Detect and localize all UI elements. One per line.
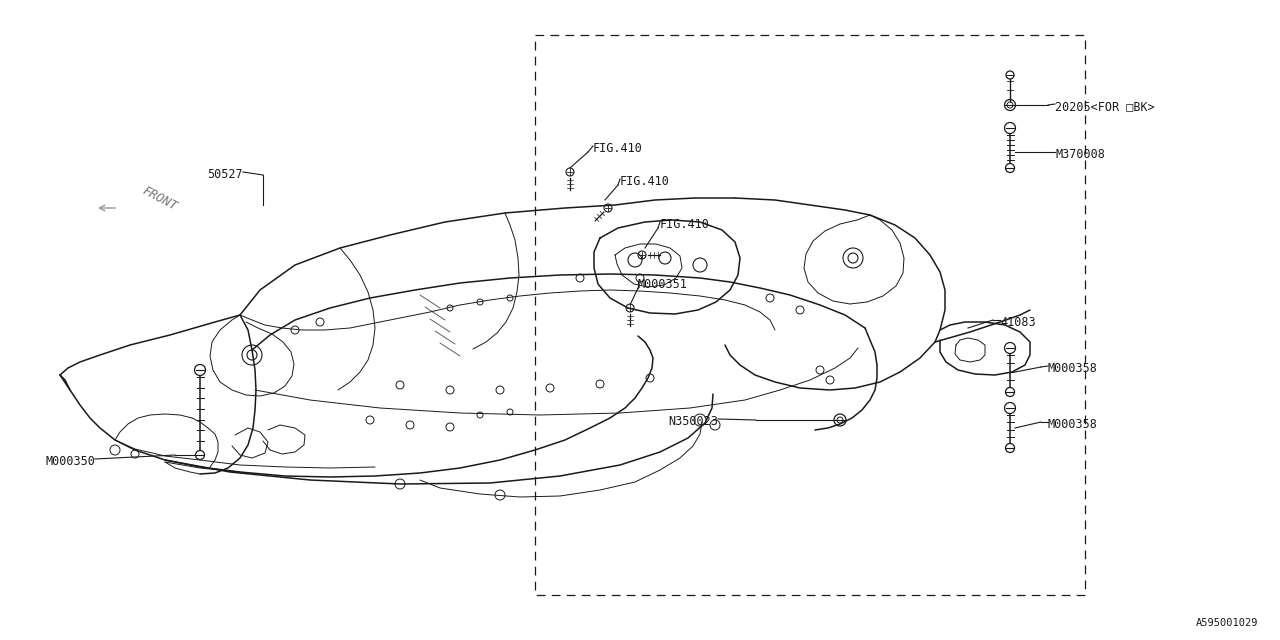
Text: FRONT: FRONT	[140, 184, 179, 213]
Text: M000351: M000351	[637, 278, 687, 291]
Text: M000350: M000350	[45, 455, 95, 468]
Text: M000358: M000358	[1048, 418, 1098, 431]
Text: A595001029: A595001029	[1196, 618, 1258, 628]
Text: M370008: M370008	[1055, 148, 1105, 161]
Text: 50527: 50527	[207, 168, 243, 181]
Text: FIG.410: FIG.410	[660, 218, 710, 231]
Text: 41083: 41083	[1000, 316, 1036, 329]
Text: 20205<FOR □BK>: 20205<FOR □BK>	[1055, 100, 1155, 113]
Text: FIG.410: FIG.410	[620, 175, 669, 188]
Text: FIG.410: FIG.410	[593, 142, 643, 155]
Text: M000358: M000358	[1048, 362, 1098, 375]
Text: N350023: N350023	[668, 415, 718, 428]
